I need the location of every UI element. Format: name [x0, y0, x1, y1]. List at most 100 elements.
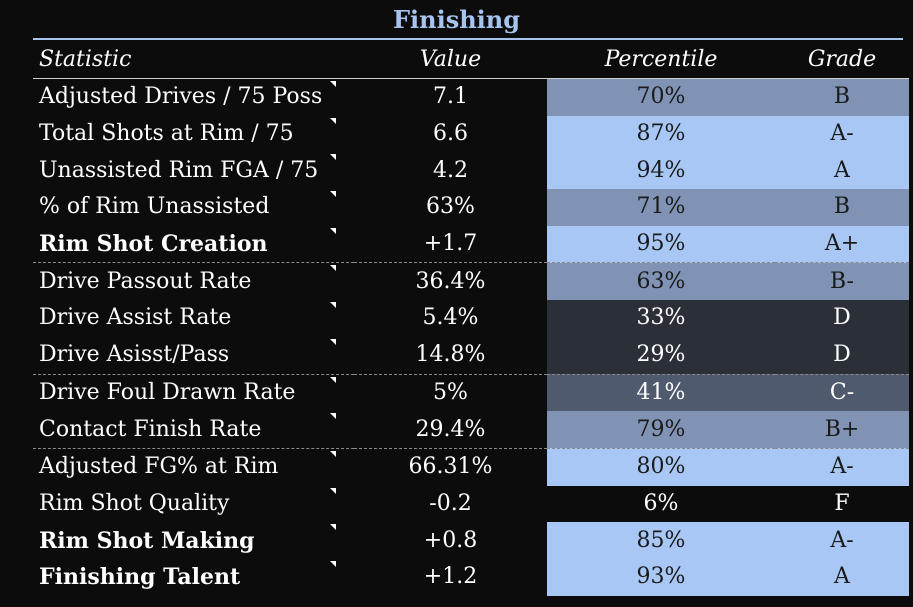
grade-cell: D	[775, 336, 909, 374]
note-indicator-icon[interactable]	[330, 560, 336, 567]
table-row: Drive Asisst/Pass 14.8% 29% D	[33, 336, 909, 374]
value-cell: 63%	[426, 194, 475, 220]
value-cell: 14.8%	[415, 342, 486, 368]
value-cell: -0.2	[429, 490, 472, 516]
note-indicator-icon[interactable]	[330, 487, 336, 494]
statistic-cell: Contact Finish Rate	[33, 411, 354, 448]
value-cell: 4.2	[433, 157, 468, 183]
grade-cell: D	[775, 300, 909, 337]
statistic-cell: Drive Assist Rate	[33, 300, 354, 337]
grade-cell: A+	[775, 225, 909, 263]
statistic-label: % of Rim Unassisted	[39, 194, 270, 220]
table-row: Adjusted FG% at Rim 66.31% 80% A-	[33, 447, 909, 486]
grade-cell: B+	[775, 411, 909, 449]
statistic-label: Drive Foul Drawn Rate	[39, 379, 296, 405]
note-indicator-icon[interactable]	[330, 376, 336, 383]
grade-cell: B	[775, 189, 909, 226]
statistic-label: Finishing Talent	[39, 564, 241, 591]
percentile-cell: 94%	[547, 152, 775, 190]
statistic-label: Contact Finish Rate	[39, 416, 262, 442]
percentile-cell: 93%	[547, 558, 775, 596]
percentile-cell: 80%	[547, 447, 775, 486]
grade-cell: B	[775, 78, 909, 116]
header-percentile[interactable]: Percentile	[547, 42, 775, 79]
statistic-label: Drive Asisst/Pass	[39, 342, 230, 368]
statistic-cell: Adjusted FG% at Rim	[33, 447, 354, 486]
finishing-stats-table: Statistic Value Percentile Grade Adjuste…	[33, 42, 909, 596]
value-cell: 5.4%	[422, 305, 479, 331]
table-row: Finishing Talent +1.2 93% A	[33, 558, 909, 596]
note-indicator-icon[interactable]	[330, 81, 336, 87]
grade-cell: B-	[775, 262, 909, 301]
value-cell: 5%	[354, 373, 547, 412]
grade-cell: A	[775, 558, 909, 596]
statistic-label: Adjusted FG% at Rim	[39, 454, 279, 480]
note-indicator-icon[interactable]	[330, 265, 336, 272]
statistic-cell: Rim Shot Quality	[33, 486, 354, 523]
table-row: Contact Finish Rate 29.4% 79% B+	[33, 411, 909, 449]
value-cell: 6.6	[433, 121, 468, 147]
grade-cell: A-	[775, 447, 909, 486]
table-row: Drive Foul Drawn Rate 5% 41% C-	[33, 373, 909, 412]
grade-cell: A	[775, 152, 909, 190]
percentile-cell: 79%	[547, 411, 775, 449]
note-indicator-icon[interactable]	[330, 227, 336, 234]
table-title: Finishing	[392, 5, 521, 34]
statistic-cell: Rim Shot Creation	[33, 226, 354, 263]
statistic-cell: Rim Shot Making	[33, 522, 354, 559]
table-row: Drive Passout Rate 36.4% 63% B-	[33, 262, 909, 301]
statistic-label: Drive Passout Rate	[39, 268, 252, 294]
grade-cell: A-	[775, 522, 909, 559]
statistic-cell: % of Rim Unassisted	[33, 189, 354, 226]
header-statistic[interactable]: Statistic	[33, 42, 354, 79]
table-row: Drive Assist Rate 5.4% 33% D	[33, 300, 909, 337]
statistic-label: Drive Assist Rate	[39, 305, 232, 331]
table-row: % of Rim Unassisted 63% 71% B	[33, 189, 909, 226]
statistic-label: Unassisted Rim FGA / 75	[39, 157, 319, 183]
value-cell: 66.31%	[354, 447, 547, 486]
statistic-cell: Drive Foul Drawn Rate	[33, 373, 354, 412]
header-grade[interactable]: Grade	[775, 42, 909, 79]
percentile-cell: 70%	[547, 78, 775, 116]
table-row: Rim Shot Quality -0.2 6% F	[33, 485, 909, 523]
header-row: Statistic Value Percentile Grade	[33, 42, 909, 79]
value-cell: 29.4%	[415, 416, 486, 442]
percentile-cell: 6%	[547, 485, 775, 523]
note-indicator-icon[interactable]	[330, 117, 336, 124]
value-cell: 36.4%	[354, 262, 547, 301]
header-value[interactable]: Value	[354, 42, 547, 79]
statistic-label: Total Shots at Rim / 75	[39, 121, 294, 147]
note-indicator-icon[interactable]	[330, 450, 336, 457]
title-divider	[33, 38, 903, 40]
value-cell: +0.8	[423, 527, 478, 553]
note-indicator-icon[interactable]	[330, 413, 336, 420]
percentile-cell: 63%	[547, 262, 775, 301]
percentile-cell: 71%	[547, 189, 775, 226]
grade-cell: C-	[775, 373, 909, 412]
statistic-cell: Adjusted Drives / 75 Poss	[33, 79, 354, 116]
note-indicator-icon[interactable]	[330, 154, 336, 161]
value-cell: +1.2	[423, 564, 478, 590]
percentile-cell: 41%	[547, 373, 775, 412]
value-cell: 7.1	[433, 84, 468, 110]
statistic-cell: Total Shots at Rim / 75	[33, 116, 354, 153]
statistic-label: Rim Shot Quality	[39, 490, 230, 516]
note-indicator-icon[interactable]	[330, 338, 336, 345]
percentile-cell: 85%	[547, 522, 775, 559]
grade-cell: F	[775, 485, 909, 523]
note-indicator-icon[interactable]	[330, 524, 336, 531]
table-body: Adjusted Drives / 75 Poss 7.1 70% B Total Sh…	[33, 78, 909, 596]
statistic-label: Rim Shot Creation	[39, 231, 268, 258]
statistic-cell: Finishing Talent	[33, 559, 354, 596]
grade-cell: A-	[775, 115, 909, 153]
statistic-cell: Drive Asisst/Pass	[33, 337, 354, 374]
table-row: Rim Shot Making +0.8 85% A-	[33, 522, 909, 559]
note-indicator-icon[interactable]	[330, 302, 336, 309]
value-cell: +1.7	[423, 231, 478, 257]
statistic-cell: Drive Passout Rate	[33, 262, 354, 301]
statistic-label: Rim Shot Making	[39, 527, 255, 554]
statistic-label: Adjusted Drives / 75 Poss	[39, 84, 323, 110]
table-row: Total Shots at Rim / 75 6.6 87% A-	[33, 115, 909, 153]
table-row: Adjusted Drives / 75 Poss 7.1 70% B	[33, 78, 909, 116]
note-indicator-icon[interactable]	[330, 191, 336, 198]
